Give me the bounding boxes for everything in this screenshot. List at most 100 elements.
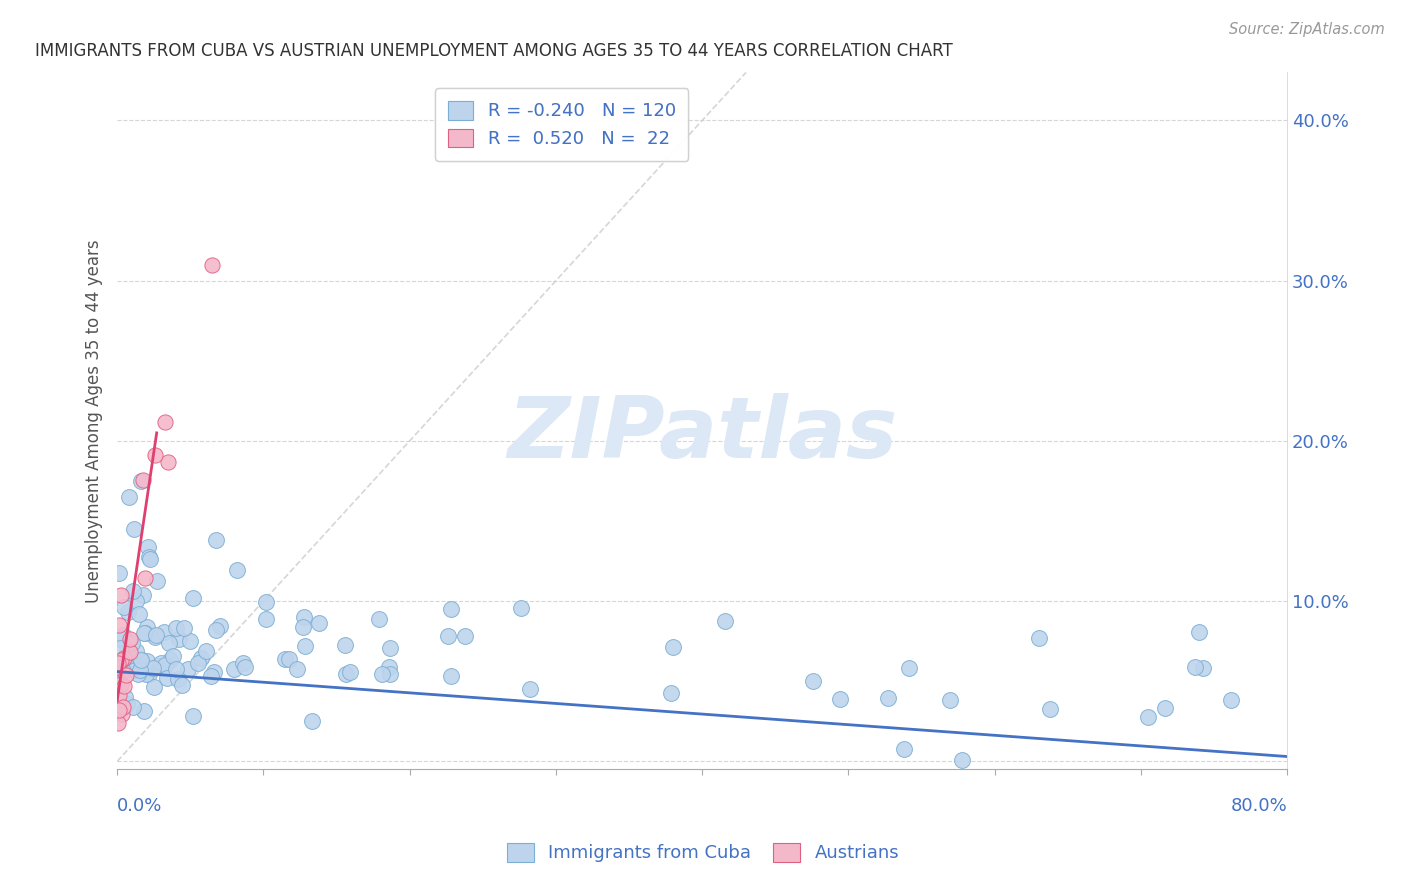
- Point: [108, 631, 131, 645]
- Point: [233, 660, 256, 674]
- Point: [454, 628, 477, 642]
- Point: [117, 656, 139, 670]
- Text: ZIPatlas: ZIPatlas: [508, 393, 897, 476]
- Point: [108, 660, 131, 674]
- Point: [202, 665, 225, 679]
- Text: 80.0%: 80.0%: [1230, 797, 1286, 815]
- Point: [122, 522, 145, 536]
- Point: [108, 703, 131, 717]
- Point: [335, 666, 357, 681]
- Point: [111, 706, 134, 721]
- Point: [142, 661, 165, 675]
- Point: [170, 678, 193, 692]
- Text: 0.0%: 0.0%: [117, 797, 163, 815]
- Y-axis label: Unemployment Among Ages 35 to 44 years: Unemployment Among Ages 35 to 44 years: [86, 239, 103, 603]
- Point: [165, 661, 187, 675]
- Point: [136, 540, 159, 554]
- Point: [176, 662, 198, 676]
- Point: [181, 709, 204, 723]
- Point: [301, 714, 323, 728]
- Point: [134, 625, 156, 640]
- Point: [367, 612, 389, 626]
- Point: [292, 609, 315, 624]
- Point: [939, 692, 962, 706]
- Point: [107, 566, 129, 581]
- Point: [1184, 660, 1206, 674]
- Point: [110, 653, 132, 667]
- Point: [254, 612, 277, 626]
- Point: [142, 680, 165, 694]
- Point: [173, 621, 195, 635]
- Point: [132, 705, 155, 719]
- Point: [165, 621, 187, 635]
- Point: [145, 574, 167, 588]
- Point: [159, 652, 181, 666]
- Point: [204, 533, 226, 547]
- Point: [308, 616, 330, 631]
- Point: [131, 588, 153, 602]
- Point: [278, 652, 301, 666]
- Point: [122, 699, 145, 714]
- Point: [138, 550, 160, 565]
- Point: [437, 629, 460, 643]
- Point: [115, 645, 138, 659]
- Point: [157, 636, 180, 650]
- Point: [107, 688, 129, 702]
- Point: [127, 666, 149, 681]
- Point: [112, 665, 135, 679]
- Point: [440, 668, 463, 682]
- Point: [138, 666, 160, 681]
- Point: [136, 654, 159, 668]
- Point: [1192, 661, 1215, 675]
- Point: [190, 651, 212, 665]
- Point: [121, 636, 143, 650]
- Point: [107, 716, 129, 731]
- Point: [291, 620, 314, 634]
- Point: [132, 626, 155, 640]
- Point: [510, 601, 533, 615]
- Point: [112, 628, 135, 642]
- Point: [153, 624, 176, 639]
- Point: [179, 634, 201, 648]
- Point: [1188, 624, 1211, 639]
- Point: [124, 663, 146, 677]
- Point: [120, 632, 142, 646]
- Point: [167, 632, 190, 646]
- Point: [110, 657, 132, 671]
- Point: [108, 631, 131, 645]
- Point: [200, 669, 222, 683]
- Point: [129, 653, 152, 667]
- Point: [186, 656, 208, 670]
- Point: [440, 601, 463, 615]
- Point: [224, 662, 246, 676]
- Point: [208, 619, 231, 633]
- Legend: R = -0.240   N = 120, R =  0.520   N =  22: R = -0.240 N = 120, R = 0.520 N = 22: [436, 88, 689, 161]
- Point: [150, 656, 173, 670]
- Point: [877, 690, 900, 705]
- Point: [285, 663, 308, 677]
- Point: [110, 588, 132, 602]
- Point: [112, 651, 135, 665]
- Point: [201, 258, 224, 272]
- Point: [135, 667, 157, 681]
- Point: [129, 663, 152, 677]
- Point: [143, 630, 166, 644]
- Point: [254, 594, 277, 608]
- Point: [181, 591, 204, 606]
- Point: [156, 455, 179, 469]
- Text: IMMIGRANTS FROM CUBA VS AUSTRIAN UNEMPLOYMENT AMONG AGES 35 TO 44 YEARS CORRELAT: IMMIGRANTS FROM CUBA VS AUSTRIAN UNEMPLO…: [35, 42, 953, 60]
- Point: [114, 690, 136, 704]
- Point: [107, 660, 129, 674]
- Point: [129, 652, 152, 666]
- Point: [145, 628, 167, 642]
- Point: [110, 677, 132, 691]
- Point: [378, 666, 401, 681]
- Point: [117, 605, 139, 619]
- Point: [378, 659, 401, 673]
- Point: [898, 660, 921, 674]
- Point: [801, 674, 824, 689]
- Point: [339, 665, 361, 679]
- Point: [107, 656, 129, 670]
- Point: [139, 552, 162, 566]
- Point: [156, 671, 179, 685]
